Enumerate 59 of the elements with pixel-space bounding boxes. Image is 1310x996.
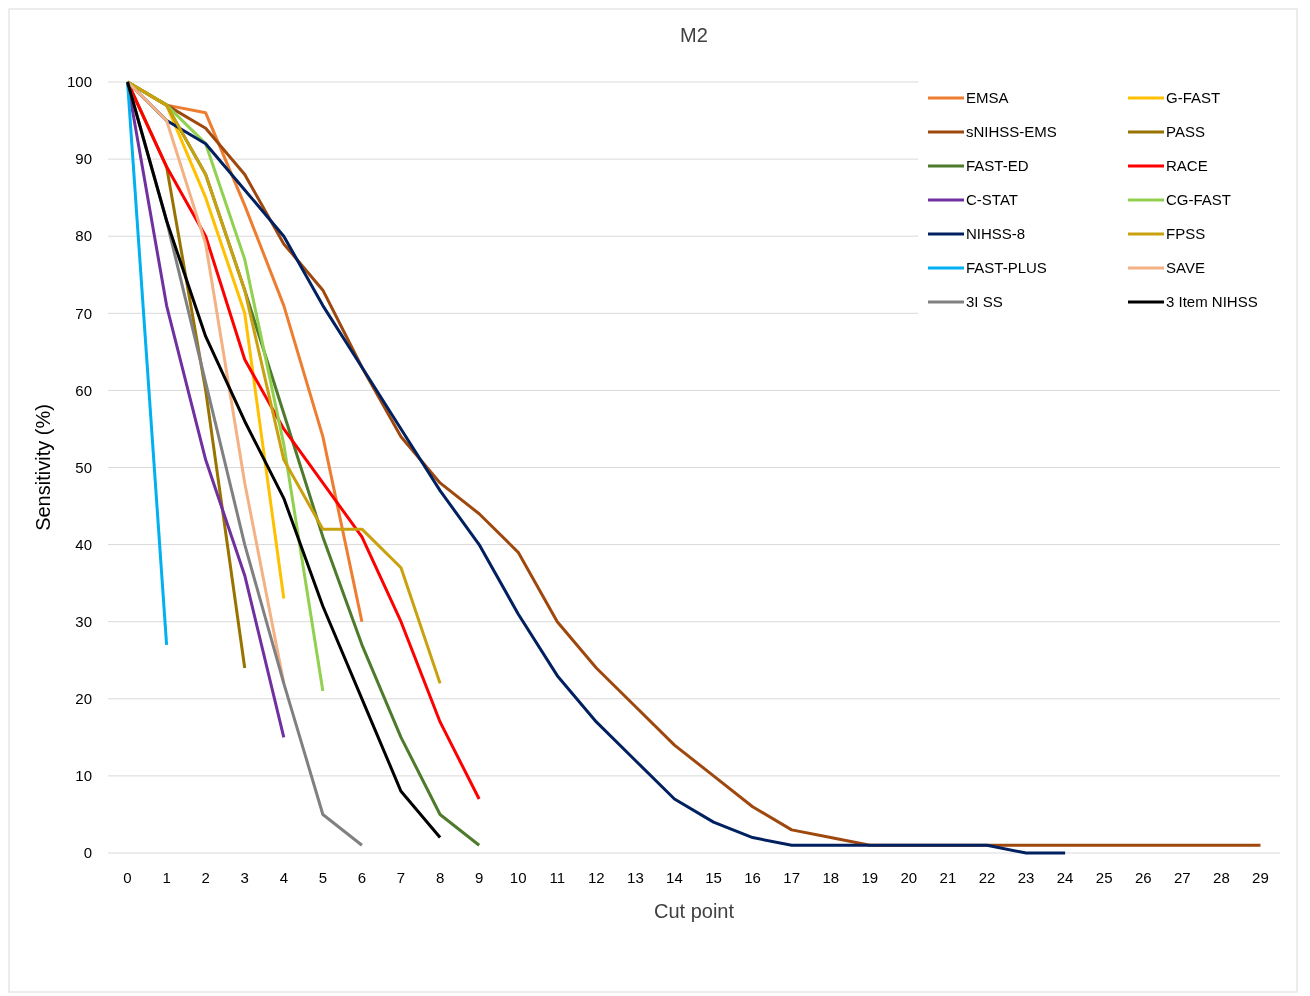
x-tick-label: 28 — [1213, 869, 1230, 886]
x-tick-label: 6 — [357, 869, 367, 886]
x-tick-label: 8 — [435, 869, 445, 886]
y-tick-label: 80 — [75, 227, 92, 245]
x-tick-label: 16 — [744, 869, 761, 886]
x-tick-label: 26 — [1134, 869, 1152, 886]
legend-label: FAST-ED — [966, 157, 1029, 175]
x-tick-label: 10 — [509, 869, 527, 886]
x-tick-label: 13 — [627, 869, 644, 886]
legend-label: 3 Item NIHSS — [1166, 293, 1258, 311]
x-tick-label: 18 — [822, 869, 840, 886]
x-tick-label: 5 — [318, 869, 328, 886]
y-tick-label: 70 — [75, 304, 92, 322]
x-tick-label: 27 — [1173, 869, 1191, 886]
x-tick-label: 14 — [666, 869, 683, 886]
x-tick-label: 1 — [162, 869, 171, 886]
x-tick-label: 11 — [549, 869, 566, 886]
y-tick-label: 90 — [75, 150, 92, 168]
x-tick-label: 20 — [900, 869, 918, 886]
y-tick-label: 50 — [75, 458, 92, 476]
x-tick-label: 12 — [587, 869, 605, 886]
legend-label: PASS — [1166, 123, 1205, 141]
x-tick-label: 9 — [474, 869, 484, 886]
x-axis-title: Cut point — [653, 900, 735, 922]
x-tick-label: 29 — [1252, 869, 1269, 886]
x-tick-label: 0 — [123, 869, 132, 886]
legend-label: sNIHSS-EMS — [966, 123, 1057, 141]
x-tick-label: 7 — [396, 869, 406, 886]
x-tick-label: 2 — [201, 869, 210, 886]
y-axis-title: Sensitivity (%) — [32, 404, 54, 531]
legend-label: FPSS — [1166, 225, 1206, 243]
legend-label: EMSA — [966, 89, 1009, 107]
y-tick-label: 40 — [75, 535, 92, 553]
x-tick-label: 4 — [279, 869, 288, 886]
y-tick-label: 0 — [83, 844, 92, 862]
x-tick-label: 24 — [1056, 869, 1074, 886]
x-tick-label: 23 — [1017, 869, 1035, 886]
legend-label: NIHSS-8 — [966, 225, 1026, 243]
x-tick-label: 21 — [939, 869, 957, 886]
chart-title: M2 — [680, 24, 708, 46]
legend-label: C-STAT — [966, 191, 1018, 209]
y-tick-label: 10 — [75, 767, 92, 785]
y-tick-label: 60 — [75, 381, 92, 399]
x-tick-label: 25 — [1095, 869, 1113, 886]
legend-label: SAVE — [1166, 259, 1205, 277]
legend-label: CG-FAST — [1166, 191, 1232, 209]
legend-label: RACE — [1166, 157, 1208, 175]
y-tick-label: 20 — [75, 690, 92, 708]
legend-label: FAST-PLUS — [966, 259, 1047, 277]
y-tick-label: 100 — [66, 73, 92, 91]
line-series — [126, 80, 442, 685]
x-tick-label: 3 — [240, 869, 249, 886]
y-tick-label: 30 — [75, 612, 92, 630]
legend-label: G-FAST — [1166, 89, 1221, 107]
x-tick-label: 22 — [978, 869, 996, 886]
x-tick-label: 17 — [783, 869, 801, 886]
legend-label: 3I SS — [966, 293, 1003, 311]
x-tick-label: 19 — [861, 869, 879, 886]
x-tick-label: 15 — [705, 869, 722, 886]
